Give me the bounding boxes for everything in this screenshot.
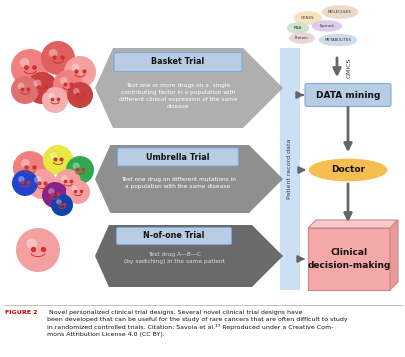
Text: MOLECULES: MOLECULES — [327, 10, 351, 14]
Circle shape — [66, 156, 94, 184]
Circle shape — [72, 162, 79, 170]
Circle shape — [49, 49, 58, 57]
Circle shape — [48, 93, 55, 100]
Circle shape — [13, 151, 47, 185]
Circle shape — [66, 180, 90, 204]
Text: Test one drug on different mutations in
a population with the same disease: Test one drug on different mutations in … — [120, 177, 235, 189]
Text: Protein: Protein — [294, 36, 308, 40]
Circle shape — [53, 70, 83, 100]
FancyBboxPatch shape — [116, 227, 231, 245]
Polygon shape — [95, 48, 282, 128]
Ellipse shape — [293, 11, 321, 25]
Ellipse shape — [318, 34, 356, 46]
Circle shape — [51, 194, 73, 216]
FancyBboxPatch shape — [114, 52, 241, 71]
Text: DATA mining: DATA mining — [315, 91, 379, 100]
Circle shape — [41, 41, 75, 75]
Circle shape — [60, 77, 67, 85]
Circle shape — [50, 152, 58, 160]
Polygon shape — [95, 145, 282, 213]
Text: OMICS: OMICS — [346, 58, 351, 78]
FancyBboxPatch shape — [279, 48, 299, 290]
Ellipse shape — [286, 22, 308, 34]
Ellipse shape — [321, 5, 357, 19]
Circle shape — [27, 169, 57, 199]
Text: RNA: RNA — [293, 26, 301, 30]
Circle shape — [43, 145, 73, 175]
Circle shape — [18, 176, 25, 183]
FancyBboxPatch shape — [117, 148, 238, 166]
Ellipse shape — [308, 159, 386, 181]
Circle shape — [48, 188, 55, 195]
Text: N-of-one Trial: N-of-one Trial — [143, 231, 204, 241]
Text: Test drug A—B—C
(by switching) in the same patient: Test drug A—B—C (by switching) in the sa… — [123, 252, 224, 264]
FancyBboxPatch shape — [307, 228, 389, 290]
Circle shape — [21, 159, 30, 167]
Circle shape — [34, 176, 41, 183]
Text: Basket Trial: Basket Trial — [151, 57, 204, 66]
Polygon shape — [307, 220, 397, 228]
Text: METABOLITES: METABOLITES — [324, 38, 351, 42]
Ellipse shape — [311, 20, 341, 31]
Circle shape — [64, 56, 96, 88]
Circle shape — [71, 64, 79, 71]
Ellipse shape — [289, 32, 314, 44]
Text: Epstock: Epstock — [318, 24, 334, 28]
Text: Doctor: Doctor — [330, 166, 364, 175]
Text: Novel personalized clinical trial designs. Several novel clinical trial designs : Novel personalized clinical trial design… — [47, 310, 347, 337]
Polygon shape — [95, 225, 282, 287]
Polygon shape — [389, 220, 397, 290]
Text: Patient record data: Patient record data — [287, 139, 292, 199]
Text: Clinical
decision-making: Clinical decision-making — [307, 248, 390, 270]
Text: FIGURE 2: FIGURE 2 — [5, 310, 37, 315]
Circle shape — [71, 186, 77, 192]
Circle shape — [20, 58, 29, 67]
Circle shape — [16, 228, 60, 272]
Circle shape — [73, 88, 79, 95]
Text: Test one or more drugs on a  single
contributing factor in a population with
dif: Test one or more drugs on a single contr… — [118, 83, 237, 109]
Circle shape — [42, 182, 68, 208]
Circle shape — [11, 49, 49, 87]
Circle shape — [56, 199, 62, 205]
Circle shape — [11, 76, 39, 104]
Circle shape — [26, 72, 58, 104]
Circle shape — [67, 82, 93, 108]
Circle shape — [26, 238, 37, 249]
Circle shape — [55, 169, 81, 195]
Circle shape — [17, 82, 25, 90]
Circle shape — [12, 170, 38, 196]
Text: GENES: GENES — [301, 16, 314, 20]
Circle shape — [42, 87, 68, 113]
FancyBboxPatch shape — [304, 84, 390, 106]
Text: Umbrella Trial: Umbrella Trial — [146, 152, 209, 161]
Circle shape — [34, 80, 41, 87]
Circle shape — [61, 175, 68, 182]
